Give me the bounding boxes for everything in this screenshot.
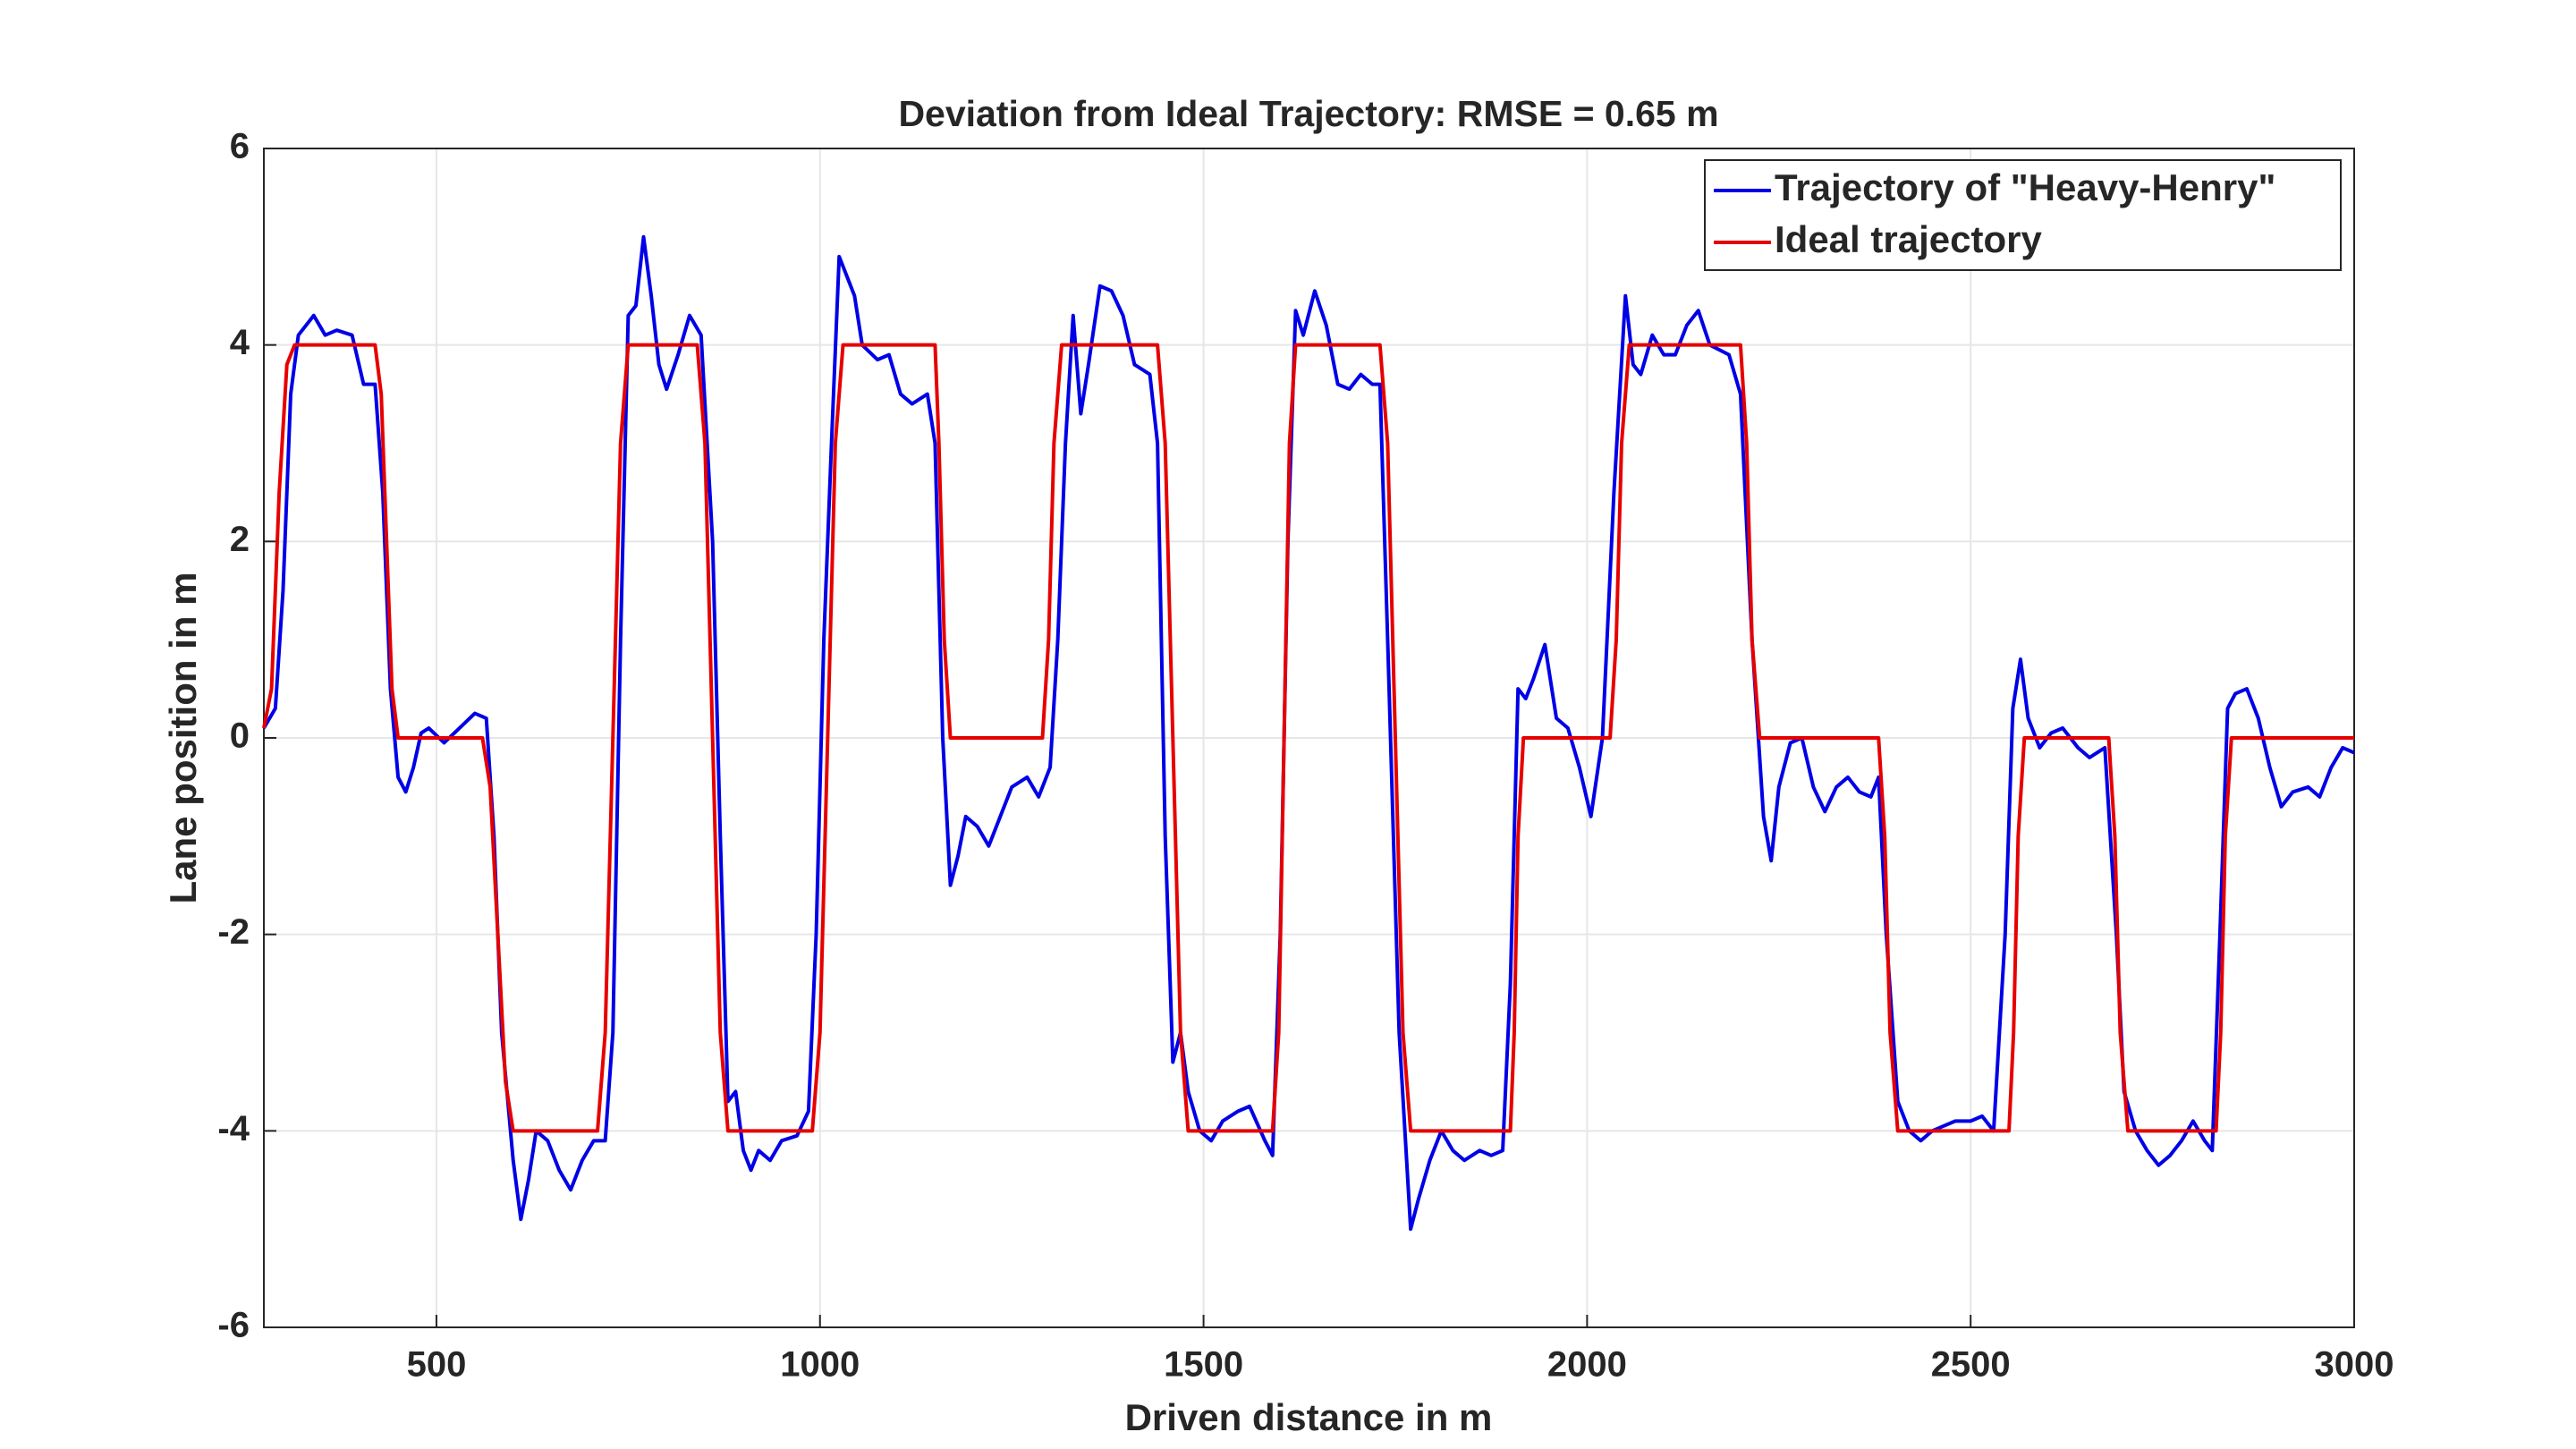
x-tick-label: 2000 bbox=[1547, 1345, 1627, 1385]
x-tick-label: 500 bbox=[407, 1345, 467, 1385]
y-axis-label: Lane position in m bbox=[162, 572, 204, 903]
y-tick-label: -4 bbox=[217, 1109, 250, 1148]
y-tick-label: 6 bbox=[230, 127, 250, 166]
series-line bbox=[262, 234, 2355, 1232]
legend-label: Trajectory of "Heavy-Henry" bbox=[1775, 166, 2275, 208]
legend-label: Ideal trajectory bbox=[1775, 218, 2042, 260]
y-tick-label: 4 bbox=[230, 323, 250, 362]
x-axis-label: Driven distance in m bbox=[1125, 1396, 1493, 1438]
x-tick-label: 1000 bbox=[780, 1345, 860, 1385]
chart-title: Deviation from Ideal Trajectory: RMSE = … bbox=[898, 93, 1718, 134]
x-tick-label: 3000 bbox=[2315, 1345, 2394, 1385]
x-tick-label: 2500 bbox=[1931, 1345, 2011, 1385]
y-tick-label: -6 bbox=[217, 1306, 250, 1345]
y-tick-label: -2 bbox=[217, 912, 250, 952]
x-tick-label: 1500 bbox=[1164, 1345, 1243, 1385]
y-tick-label: 0 bbox=[230, 716, 250, 756]
legend-box bbox=[1704, 159, 2342, 271]
series-line bbox=[262, 343, 2354, 1133]
y-tick-label: 2 bbox=[230, 520, 250, 559]
